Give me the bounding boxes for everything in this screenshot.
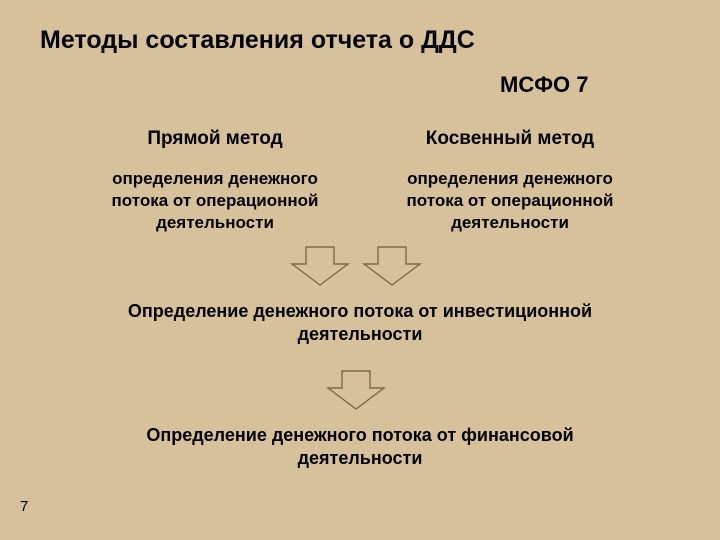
column-right-heading: Косвенный метод: [380, 128, 640, 150]
arrow-down-icon: [327, 370, 385, 410]
column-left-heading: Прямой метод: [85, 128, 345, 150]
box-finance-text: Определение денежного потока от финансов…: [110, 424, 610, 470]
column-right-description: определения денежного потока от операцио…: [380, 168, 640, 233]
slide: Методы составления отчета о ДДС МСФО 7 П…: [0, 0, 720, 540]
box-investment-text: Определение денежного потока от инвестиц…: [110, 300, 610, 346]
arrow-down-icon: [291, 246, 349, 286]
slide-title: Методы составления отчета о ДДС: [40, 26, 475, 55]
page-number: 7: [20, 498, 28, 515]
column-left-description: определения денежного потока от операцио…: [85, 168, 345, 233]
arrow-down-icon: [363, 246, 421, 286]
slide-subtitle: МСФО 7: [500, 72, 588, 98]
